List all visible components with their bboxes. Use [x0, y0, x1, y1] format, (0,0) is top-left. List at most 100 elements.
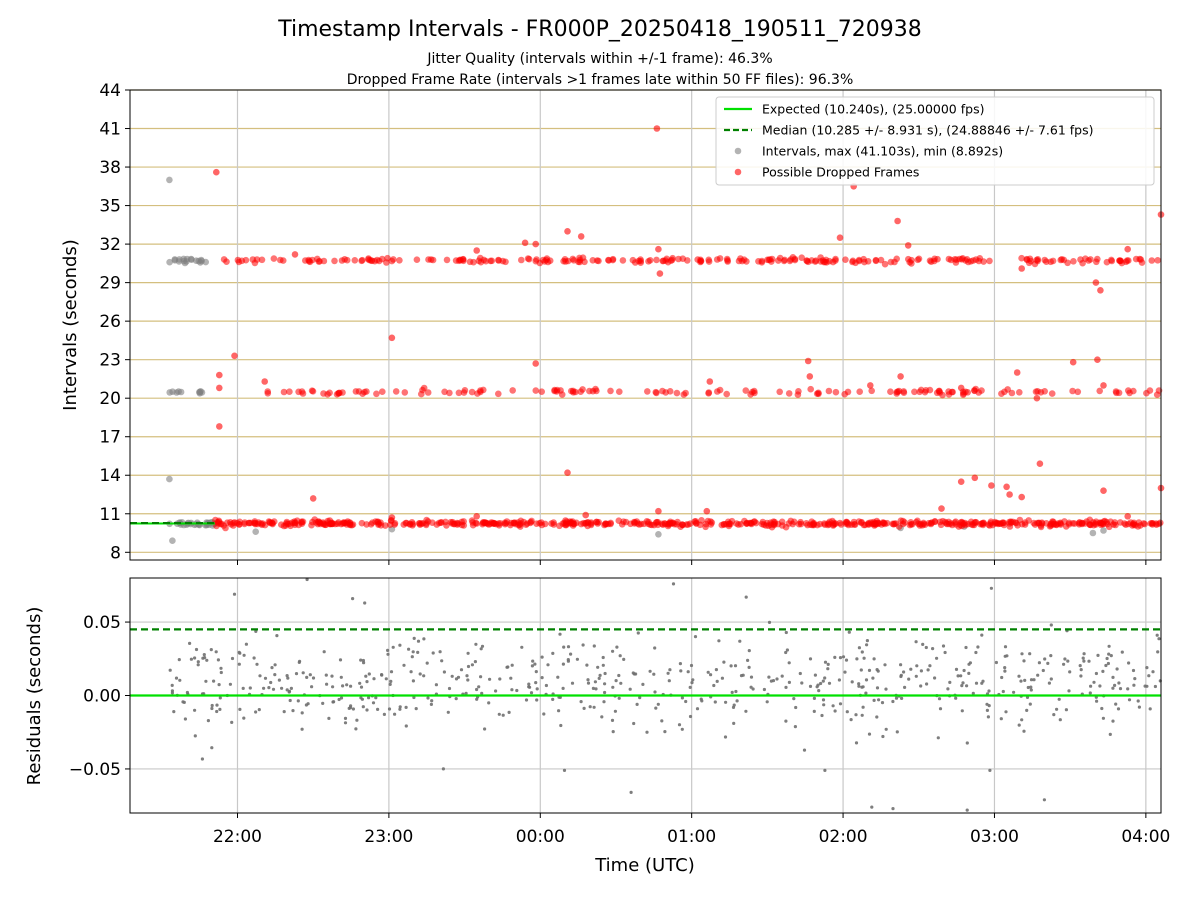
residual-point — [338, 658, 343, 662]
dropped-frame-point — [420, 384, 428, 392]
intervals-y-axis-label: Intervals (seconds) — [60, 239, 81, 411]
residual-point — [1079, 674, 1083, 678]
residual-point — [585, 663, 589, 667]
residual-point — [895, 730, 899, 734]
dropped-frame-point — [491, 519, 498, 527]
residual-point — [359, 658, 363, 662]
residual-point — [653, 690, 657, 694]
residual-point — [714, 668, 719, 672]
residual-point — [724, 700, 728, 704]
dropped-frame-point — [1003, 483, 1010, 491]
dropped-frame-point — [593, 387, 600, 395]
dropped-frame-point — [1108, 257, 1116, 265]
residual-point — [965, 741, 969, 745]
residual-point — [310, 685, 314, 689]
dropped-frame-point — [644, 388, 651, 395]
residual-point — [787, 680, 792, 685]
residual-point — [792, 697, 796, 701]
residual-point — [699, 697, 703, 701]
dropped-frame-point — [383, 259, 390, 266]
residual-point — [971, 691, 975, 695]
time-x-tick-label: 23:00 — [364, 827, 413, 847]
residual-point — [619, 681, 623, 685]
dropped-frame-point — [1137, 522, 1144, 529]
residual-point — [386, 648, 390, 653]
residual-point — [855, 657, 859, 661]
residual-point — [695, 707, 700, 711]
residual-point — [1003, 645, 1008, 649]
residual-point — [454, 677, 459, 681]
dropped-frame-point — [477, 254, 484, 262]
dropped-frame-point — [679, 521, 686, 529]
residual-point — [219, 670, 223, 675]
dropped-frame-point — [1094, 356, 1101, 364]
residual-point — [720, 676, 725, 680]
residual-point — [817, 689, 821, 693]
dropped-frame-point — [582, 519, 590, 527]
residual-point — [1043, 657, 1047, 661]
dropped-frame-point — [264, 388, 272, 395]
residual-point — [337, 697, 341, 702]
dropped-frame-point — [985, 521, 992, 528]
dropped-frame-point — [1125, 387, 1132, 394]
dropped-frame-point — [1121, 520, 1128, 527]
residual-point — [172, 710, 176, 714]
residual-point — [374, 696, 378, 700]
dropped-frame-point — [269, 519, 276, 527]
residual-point — [361, 705, 365, 709]
dropped-frame-point — [388, 514, 396, 521]
dropped-frame-point — [1037, 389, 1045, 396]
dropped-frame-point — [750, 387, 758, 395]
residual-point — [729, 664, 733, 668]
dropped-frame-point — [872, 256, 880, 264]
residual-point — [168, 668, 172, 672]
residual-point — [985, 702, 989, 706]
dropped-frame-point — [815, 389, 822, 397]
residual-point — [438, 650, 442, 654]
residual-point — [479, 647, 483, 651]
residual-point — [1101, 669, 1105, 674]
residual-point — [479, 675, 483, 679]
residual-point — [964, 645, 968, 650]
dropped-frame-point — [893, 255, 900, 263]
residual-point — [690, 681, 694, 685]
dropped-frame-point — [804, 258, 812, 266]
residual-point — [677, 723, 682, 727]
dropped-frame-point — [368, 257, 376, 265]
residual-point — [1156, 650, 1160, 654]
residual-point — [206, 719, 210, 723]
dropped-frame-point — [707, 518, 714, 525]
residual-point — [954, 696, 958, 700]
dropped-frame-point — [474, 390, 481, 397]
dropped-frame-point — [1115, 389, 1123, 397]
residual-point — [767, 620, 772, 625]
residual-point — [581, 643, 585, 647]
residual-point — [808, 684, 813, 689]
residual-point — [183, 717, 187, 721]
dropped-frame-point — [227, 521, 235, 528]
dropped-frame-point — [532, 387, 540, 394]
dropped-frame-point — [388, 334, 396, 342]
residual-point — [1127, 661, 1131, 665]
dropped-frame-point — [308, 521, 315, 529]
residual-point — [954, 667, 959, 672]
residual-point — [454, 697, 458, 701]
residual-point — [351, 597, 355, 601]
interval-point — [169, 537, 176, 544]
residual-point — [238, 707, 242, 712]
interval-point — [1089, 529, 1097, 537]
dropped-frame-point — [1083, 518, 1090, 525]
residual-point — [784, 650, 788, 655]
dropped-frame-point — [569, 255, 577, 263]
dropped-frame-point — [673, 521, 680, 528]
residual-point — [209, 648, 213, 652]
dropped-frame-point — [1092, 279, 1100, 286]
residual-point — [865, 643, 869, 647]
residual-point — [372, 677, 376, 681]
residual-point — [288, 698, 292, 703]
interval-point — [197, 388, 204, 395]
residual-point — [691, 678, 695, 682]
residual-point — [611, 649, 615, 653]
residual-point — [723, 735, 728, 739]
residual-point — [202, 653, 206, 657]
